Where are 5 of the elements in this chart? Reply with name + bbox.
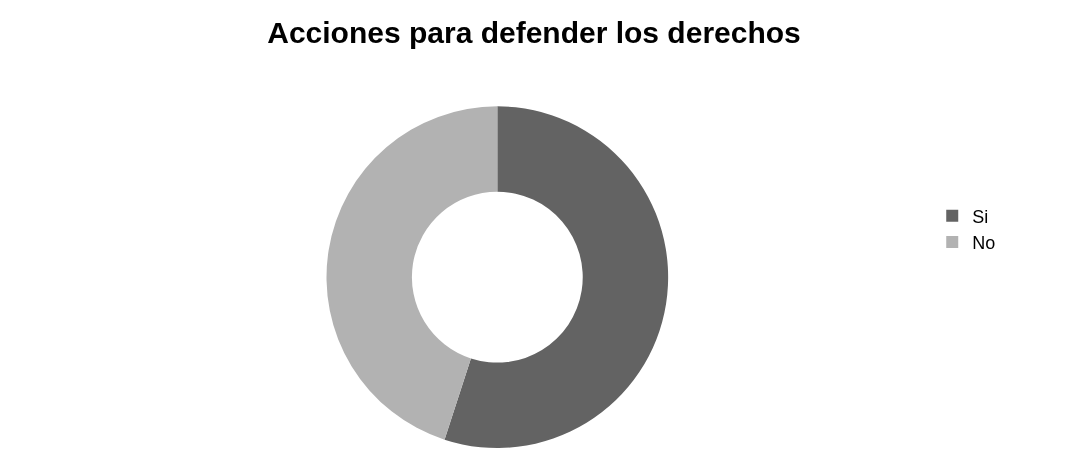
chart-title: Acciones para defender los derechos	[267, 15, 801, 49]
donut-slice	[444, 106, 669, 448]
legend-label: No	[972, 233, 996, 254]
legend-label: Si	[972, 206, 989, 227]
donut-slice	[326, 106, 498, 440]
